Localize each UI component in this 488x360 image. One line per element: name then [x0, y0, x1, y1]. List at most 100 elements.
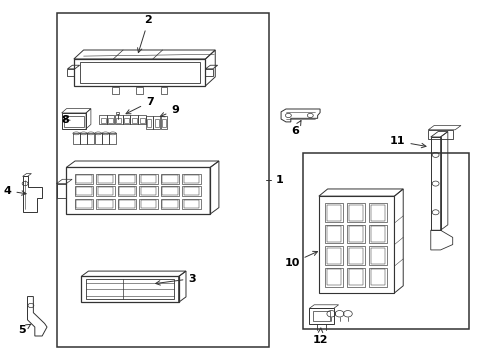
Bar	[325, 203, 343, 222]
Bar	[119, 175, 135, 183]
Bar	[118, 186, 136, 197]
Bar	[66, 167, 210, 214]
Text: 12: 12	[312, 328, 327, 345]
Bar	[183, 187, 199, 195]
Bar	[112, 87, 119, 94]
Bar	[139, 174, 158, 184]
Bar	[346, 203, 365, 222]
Bar	[370, 226, 385, 242]
Bar	[95, 134, 102, 144]
Bar	[139, 186, 158, 197]
Bar	[346, 268, 365, 287]
Bar	[303, 153, 468, 329]
Bar	[64, 116, 83, 127]
Text: 8: 8	[61, 115, 70, 125]
Bar	[73, 134, 80, 144]
Bar	[99, 116, 107, 124]
Bar	[136, 87, 143, 94]
Bar	[325, 225, 343, 243]
Bar	[348, 248, 363, 264]
Bar	[57, 13, 268, 347]
Bar	[162, 119, 165, 127]
Bar	[162, 187, 178, 195]
Bar	[76, 187, 92, 195]
Bar	[98, 200, 113, 208]
Bar	[153, 116, 160, 129]
Bar	[61, 113, 86, 129]
Bar	[161, 186, 179, 197]
Bar	[87, 134, 94, 144]
Bar	[138, 116, 146, 124]
Bar	[325, 268, 343, 287]
Bar	[76, 175, 92, 183]
Text: 4: 4	[3, 186, 26, 196]
Bar	[106, 116, 114, 124]
Bar	[141, 187, 156, 195]
Bar	[161, 174, 179, 184]
Bar	[118, 199, 136, 209]
Bar	[74, 199, 93, 209]
Bar	[160, 87, 167, 94]
Bar	[346, 246, 365, 265]
Bar	[98, 187, 113, 195]
Bar	[119, 200, 135, 208]
Text: 2: 2	[137, 15, 152, 53]
Bar	[183, 175, 199, 183]
Bar	[326, 205, 341, 221]
Bar	[182, 186, 201, 197]
Bar	[368, 268, 386, 287]
Text: 11: 11	[389, 136, 425, 148]
Bar	[81, 276, 178, 302]
Bar	[124, 118, 129, 123]
Bar	[368, 225, 386, 243]
Bar	[102, 134, 109, 144]
Bar	[368, 203, 386, 222]
Bar	[348, 205, 363, 221]
Bar	[161, 199, 179, 209]
Bar	[326, 248, 341, 264]
Bar	[326, 226, 341, 242]
Bar	[96, 174, 115, 184]
Bar	[141, 175, 156, 183]
Bar	[109, 134, 116, 144]
Bar	[86, 279, 173, 300]
Bar	[80, 62, 199, 83]
Bar	[74, 186, 93, 197]
Bar	[325, 246, 343, 265]
Bar	[74, 174, 93, 184]
Bar	[119, 187, 135, 195]
Text: 10: 10	[284, 251, 317, 268]
Bar	[76, 200, 92, 208]
Bar	[368, 246, 386, 265]
Bar	[139, 199, 158, 209]
Bar	[116, 112, 119, 114]
Bar	[183, 200, 199, 208]
Bar	[146, 116, 153, 129]
Bar	[182, 174, 201, 184]
Text: 1: 1	[275, 175, 283, 185]
Bar	[326, 269, 341, 285]
Bar	[115, 116, 122, 124]
Bar	[130, 116, 138, 124]
Bar	[116, 118, 121, 123]
Bar	[427, 130, 452, 139]
Bar	[370, 269, 385, 285]
Bar	[348, 226, 363, 242]
Bar	[162, 200, 178, 208]
Bar	[96, 199, 115, 209]
Bar	[118, 174, 136, 184]
Text: 7: 7	[126, 97, 153, 114]
Bar	[140, 118, 144, 123]
Text: 3: 3	[155, 274, 196, 285]
Bar	[430, 137, 440, 230]
Text: 5: 5	[18, 324, 31, 335]
Bar	[370, 248, 385, 264]
Bar	[346, 225, 365, 243]
Bar	[108, 118, 113, 123]
Bar	[132, 118, 137, 123]
Bar	[80, 134, 87, 144]
Text: 6: 6	[290, 121, 301, 136]
Bar	[155, 119, 158, 127]
Bar	[96, 186, 115, 197]
Bar	[309, 309, 333, 324]
